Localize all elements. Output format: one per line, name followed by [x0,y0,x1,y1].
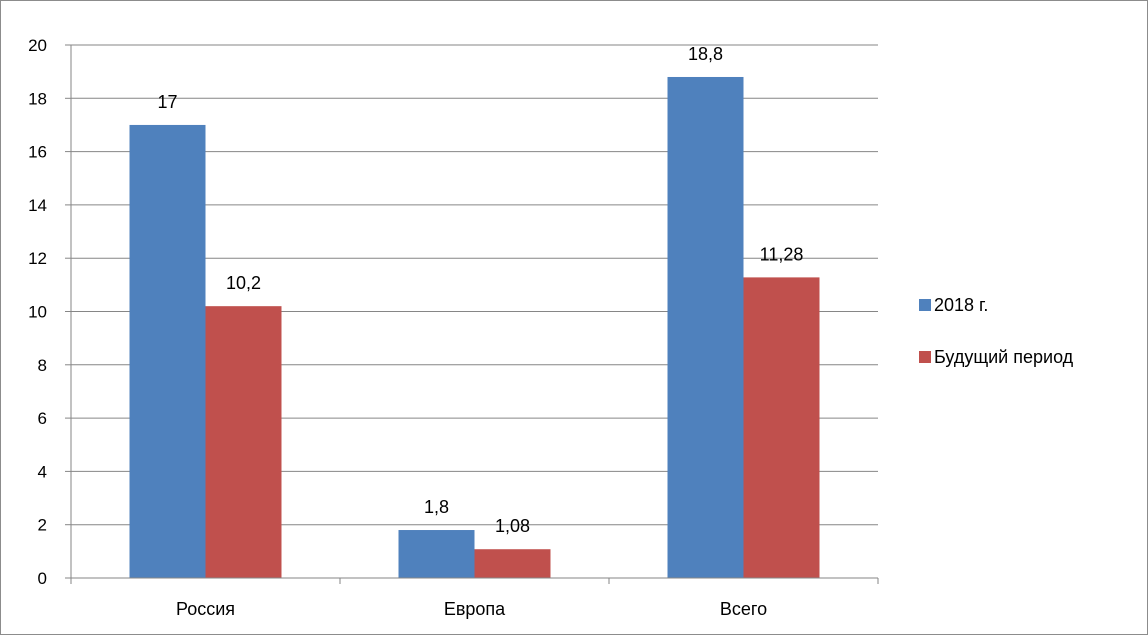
legend-swatch [919,299,931,311]
y-tick-label: 16 [28,143,47,162]
y-tick-label: 8 [38,356,47,375]
x-category-label: Европа [444,599,506,619]
data-label: 18,8 [688,44,723,64]
legend-swatch [919,351,931,363]
bar [205,306,282,578]
bar [398,530,475,578]
axes: 0 2 4 6 8 10 12 14 16 18 20 Россия Европа Всего [28,36,879,619]
y-tick-label: 0 [38,569,47,588]
data-label: 17 [157,92,177,112]
data-label: 11,28 [760,244,804,264]
y-tick-label: 4 [38,462,47,481]
legend: 2018 г. Будущий период [919,295,1074,367]
bar [474,549,551,578]
y-tick-label: 14 [28,196,47,215]
y-tick-label: 10 [28,303,47,322]
y-tick-label: 12 [28,249,47,268]
y-tick-label: 20 [28,36,47,55]
y-tick-label: 6 [38,409,47,428]
legend-label: 2018 г. [934,295,988,315]
data-label: 10,2 [226,273,261,293]
x-category-label: Всего [720,599,767,619]
x-category-label: Россия [176,599,235,619]
data-label: 1,8 [424,497,449,517]
bar [667,76,744,578]
y-tick-label: 18 [28,89,47,108]
bar [129,124,206,578]
legend-label: Будущий период [934,347,1074,367]
data-labels: 17 10,2 1,8 1,08 18,8 11,28 [157,44,803,536]
data-label: 1,08 [495,516,530,536]
bar [743,277,820,578]
y-tick-label: 2 [38,516,47,535]
bars [129,76,820,578]
